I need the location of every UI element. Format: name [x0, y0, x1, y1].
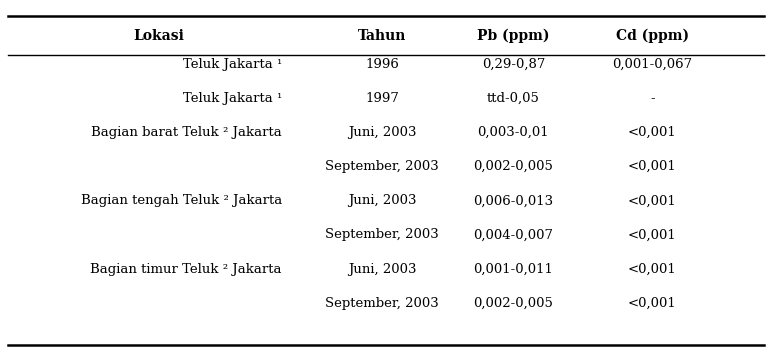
Text: 0,002-0,005: 0,002-0,005	[473, 160, 554, 173]
Text: ttd-0,05: ttd-0,05	[487, 92, 540, 105]
Text: 0,003-0,01: 0,003-0,01	[478, 126, 549, 139]
Text: 1997: 1997	[365, 92, 399, 105]
Text: September, 2003: September, 2003	[325, 160, 439, 173]
Text: <0,001: <0,001	[628, 194, 677, 207]
Text: -: -	[650, 92, 655, 105]
Text: Pb (ppm): Pb (ppm)	[477, 28, 550, 43]
Text: 0,001-0,011: 0,001-0,011	[473, 263, 554, 276]
Text: 1996: 1996	[365, 58, 399, 70]
Text: 0,002-0,005: 0,002-0,005	[473, 297, 554, 310]
Text: Tahun: Tahun	[358, 28, 406, 43]
Text: 0,006-0,013: 0,006-0,013	[473, 194, 554, 207]
Text: Bagian timur Teluk ² Jakarta: Bagian timur Teluk ² Jakarta	[90, 263, 282, 276]
Text: <0,001: <0,001	[628, 126, 677, 139]
Text: 0,004-0,007: 0,004-0,007	[473, 229, 554, 241]
Text: <0,001: <0,001	[628, 229, 677, 241]
Text: Bagian tengah Teluk ² Jakarta: Bagian tengah Teluk ² Jakarta	[80, 194, 282, 207]
Text: Cd (ppm): Cd (ppm)	[616, 28, 689, 43]
Text: 0,29-0,87: 0,29-0,87	[482, 58, 545, 70]
Text: September, 2003: September, 2003	[325, 229, 439, 241]
Text: Juni, 2003: Juni, 2003	[348, 194, 416, 207]
Text: <0,001: <0,001	[628, 160, 677, 173]
Text: 0,001-0,067: 0,001-0,067	[612, 58, 692, 70]
Text: <0,001: <0,001	[628, 297, 677, 310]
Text: September, 2003: September, 2003	[325, 297, 439, 310]
Text: <0,001: <0,001	[628, 263, 677, 276]
Text: Juni, 2003: Juni, 2003	[348, 126, 416, 139]
Text: Teluk Jakarta ¹: Teluk Jakarta ¹	[182, 58, 282, 70]
Text: Teluk Jakarta ¹: Teluk Jakarta ¹	[182, 92, 282, 105]
Text: Lokasi: Lokasi	[133, 28, 184, 43]
Text: Bagian barat Teluk ² Jakarta: Bagian barat Teluk ² Jakarta	[91, 126, 282, 139]
Text: Juni, 2003: Juni, 2003	[348, 263, 416, 276]
